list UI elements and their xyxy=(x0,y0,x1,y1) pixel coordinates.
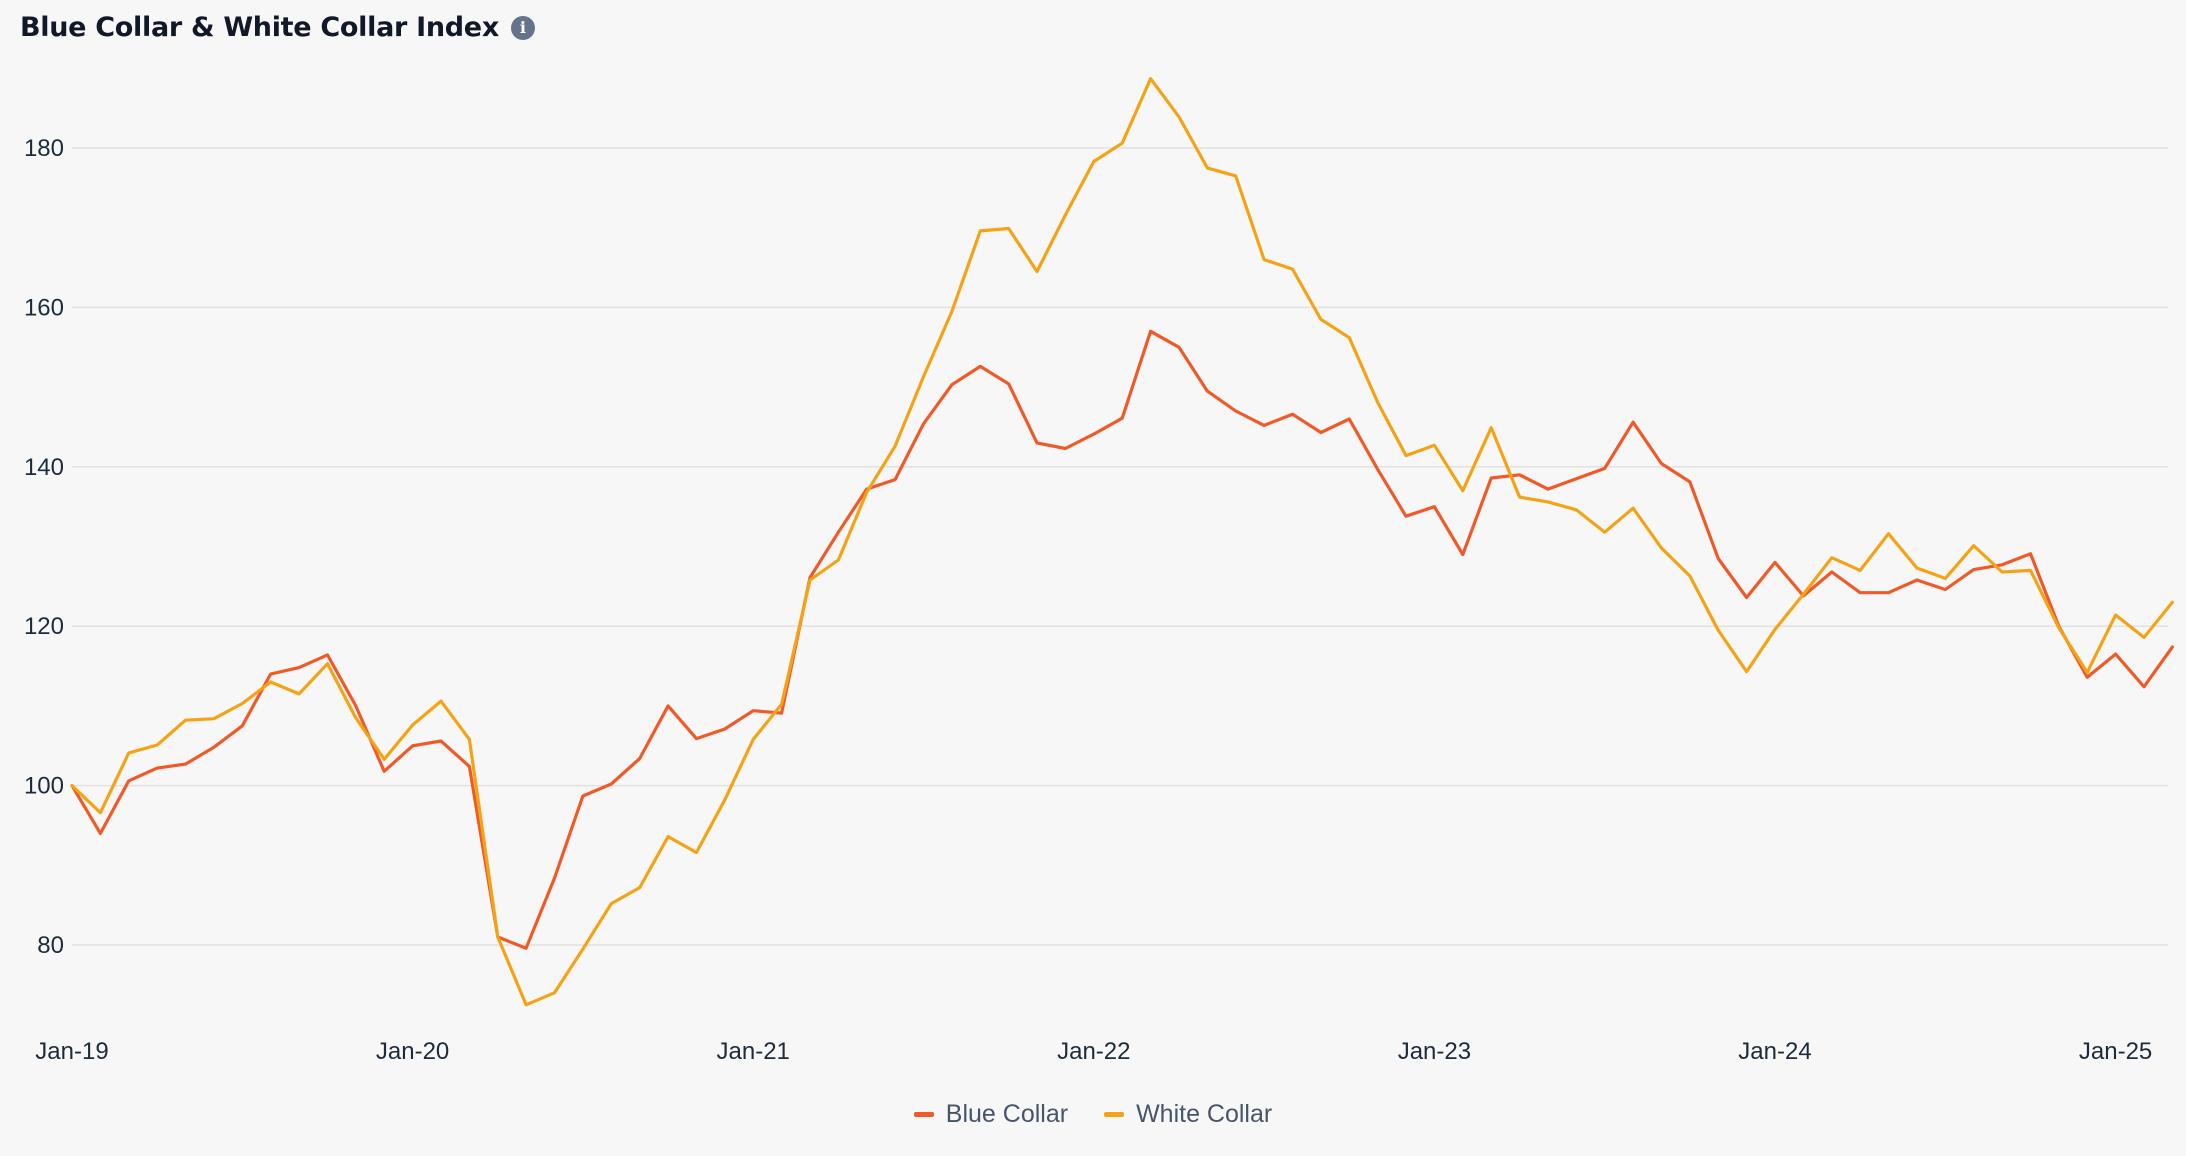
x-tick-label-jan-25: Jan-25 xyxy=(2079,1038,2152,1065)
legend-label-white-collar: White Collar xyxy=(1136,1100,1273,1128)
legend-item-blue-collar[interactable]: Blue Collar xyxy=(913,1100,1069,1129)
y-tick-label-180: 180 xyxy=(24,135,64,162)
info-icon[interactable]: i xyxy=(510,15,535,40)
legend-swatch-white-collar xyxy=(1104,1112,1125,1117)
y-tick-label-100: 100 xyxy=(24,773,64,800)
legend-label-blue-collar: Blue Collar xyxy=(945,1100,1069,1128)
x-tick-label-jan-23: Jan-23 xyxy=(1398,1038,1471,1065)
line-chart: 80 100 120 140 160 180 Jan-19 Jan-20 Jan-21 Jan-2… xyxy=(24,77,2174,1065)
x-tick-label-jan-19: Jan-19 xyxy=(35,1038,108,1065)
x-tick-label-jan-22: Jan-22 xyxy=(1057,1038,1130,1065)
series-line-white-collar xyxy=(70,77,2174,1007)
x-tick-label-jan-20: Jan-20 xyxy=(376,1038,449,1065)
y-tick-label-80: 80 xyxy=(37,932,64,959)
chart-header: Blue Collar & White Collar Index i xyxy=(20,12,535,43)
chart-title: Blue Collar & White Collar Index xyxy=(20,12,499,43)
series-line-blue-collar xyxy=(70,329,2174,950)
y-tick-label-160: 160 xyxy=(24,294,64,321)
y-tick-label-140: 140 xyxy=(24,454,64,481)
legend-swatch-blue-collar xyxy=(913,1112,934,1117)
x-tick-label-jan-21: Jan-21 xyxy=(717,1038,790,1065)
legend-item-white-collar[interactable]: White Collar xyxy=(1104,1100,1272,1129)
x-tick-label-jan-24: Jan-24 xyxy=(1738,1038,1811,1065)
chart-legend: Blue Collar White Collar xyxy=(0,1100,2186,1129)
y-tick-label-120: 120 xyxy=(24,613,64,640)
